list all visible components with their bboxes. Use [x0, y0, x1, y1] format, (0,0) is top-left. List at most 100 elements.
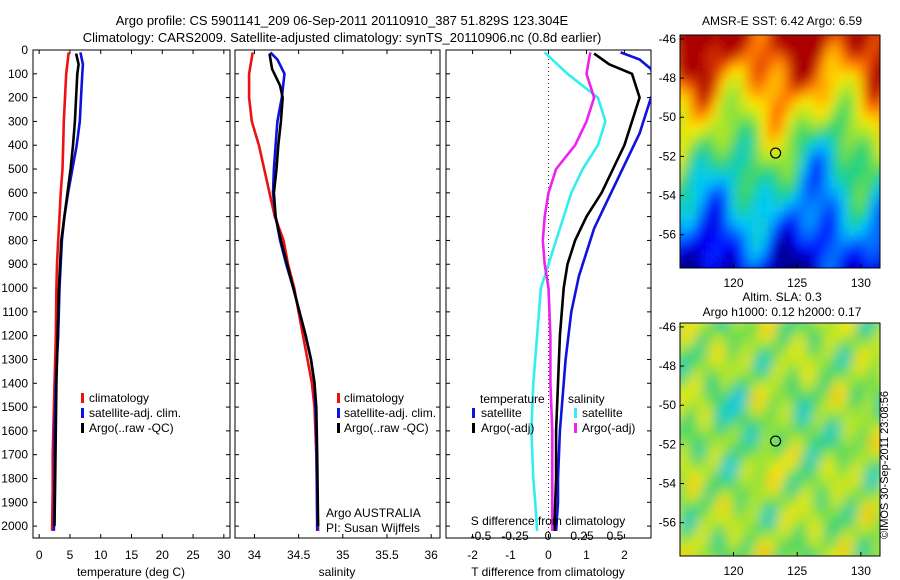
- heat-cell: [816, 491, 825, 500]
- legend-swatch-argo: [81, 423, 84, 433]
- heat-cell: [776, 131, 785, 140]
- heat-cell: [808, 35, 817, 36]
- heat-cell: [864, 539, 873, 548]
- heat-cell: [872, 435, 880, 444]
- heat-cell: [784, 227, 793, 236]
- heat-cell: [800, 483, 809, 492]
- heat-cell: [712, 35, 721, 44]
- heat-cell: [744, 259, 753, 268]
- heat-cell: [680, 219, 689, 228]
- heat-cell: [864, 75, 873, 84]
- heat-cell: [728, 115, 737, 124]
- heat-cell: [800, 219, 809, 228]
- heat-cell: [872, 179, 880, 188]
- heat-cell: [688, 139, 697, 148]
- heat-cell: [824, 563, 833, 572]
- heat-cell: [864, 251, 873, 260]
- annotation-pi: PI: Susan Wijffels: [326, 521, 420, 535]
- heat-cell: [848, 339, 857, 348]
- heat-cell: [696, 515, 705, 524]
- heat-cell: [792, 91, 801, 100]
- heat-cell: [816, 507, 825, 516]
- heat-cell: [736, 411, 745, 420]
- heat-cell: [808, 75, 817, 84]
- heat-cell: [728, 179, 737, 188]
- heat-cell: [680, 403, 689, 412]
- heat-cell: [728, 99, 737, 108]
- heat-cell: [800, 451, 809, 460]
- heat-cell: [680, 459, 689, 468]
- heat-cell: [784, 171, 793, 180]
- heat-cell: [824, 139, 833, 148]
- heat-cell: [768, 387, 777, 396]
- heat-cell: [872, 395, 880, 404]
- heat-cell: [808, 99, 817, 108]
- heat-cell: [728, 51, 737, 60]
- heat-cell: [864, 411, 873, 420]
- heat-cell: [760, 195, 769, 204]
- heat-cell: [728, 131, 737, 140]
- heat-cell: [840, 67, 849, 76]
- heat-cell: [824, 147, 833, 156]
- heat-cell: [696, 379, 705, 388]
- heat-cell: [776, 523, 785, 532]
- heat-cell: [872, 115, 880, 124]
- heat-cell: [864, 467, 873, 476]
- heat-cell: [848, 35, 857, 44]
- heat-cell: [840, 243, 849, 252]
- heat-cell: [688, 507, 697, 516]
- heat-cell: [832, 323, 841, 332]
- heat-cell: [840, 347, 849, 356]
- heat-cell: [712, 539, 721, 548]
- heat-cell: [728, 35, 737, 36]
- heat-cell: [792, 147, 801, 156]
- heat-cell: [728, 123, 737, 132]
- heat-cell: [784, 443, 793, 452]
- heat-cell: [824, 219, 833, 228]
- heat-cell: [872, 219, 880, 228]
- heat-cell: [824, 411, 833, 420]
- heat-cell: [688, 323, 697, 324]
- heat-cell: [688, 419, 697, 428]
- heat-cell: [760, 155, 769, 164]
- heat-cell: [696, 227, 705, 236]
- heat-cell: [856, 203, 865, 212]
- heat-cell: [832, 539, 841, 548]
- heat-cell: [736, 251, 745, 260]
- heat-cell: [784, 491, 793, 500]
- heat-cell: [792, 467, 801, 476]
- heat-cell: [720, 331, 729, 340]
- heat-cell: [760, 339, 769, 348]
- heat-cell: [832, 467, 841, 476]
- heat-cell: [808, 331, 817, 340]
- heat-cell: [712, 403, 721, 412]
- heat-cell: [840, 531, 849, 540]
- heat-cell: [736, 91, 745, 100]
- heat-cell: [792, 83, 801, 92]
- heat-cell: [840, 411, 849, 420]
- heat-cell: [680, 339, 689, 348]
- heat-cell: [744, 419, 753, 428]
- heat-cell: [800, 179, 809, 188]
- heat-cell: [776, 427, 785, 436]
- heat-cell: [728, 195, 737, 204]
- heat-cell: [744, 387, 753, 396]
- heat-cell: [880, 131, 889, 140]
- heat-cell: [752, 187, 761, 196]
- heat-cell: [736, 507, 745, 516]
- heat-cell: [864, 59, 873, 68]
- heat-cell: [880, 547, 889, 556]
- heat-cell: [704, 259, 713, 268]
- heat-cell: [840, 331, 849, 340]
- heat-cell: [816, 243, 825, 252]
- heat-cell: [792, 411, 801, 420]
- heat-cell: [856, 51, 865, 60]
- heat-cell: [816, 347, 825, 356]
- heat-cell: [768, 75, 777, 84]
- heat-cell: [752, 251, 761, 260]
- heat-cell: [712, 171, 721, 180]
- heat-cell: [872, 227, 880, 236]
- heat-cell: [784, 259, 793, 268]
- heat-cell: [760, 427, 769, 436]
- heat-cell: [768, 147, 777, 156]
